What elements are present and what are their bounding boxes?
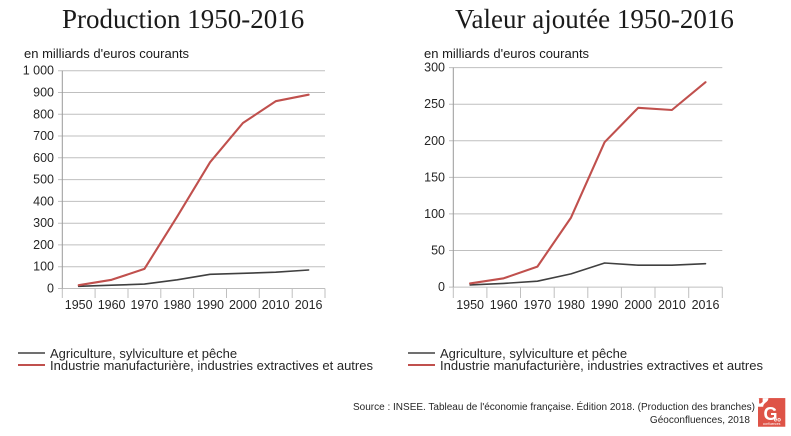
svg-text:900: 900	[33, 86, 54, 100]
svg-text:2016: 2016	[295, 298, 323, 312]
svg-text:150: 150	[424, 170, 445, 184]
svg-text:2010: 2010	[262, 298, 290, 312]
svg-text:1960: 1960	[490, 298, 518, 312]
svg-text:100: 100	[33, 260, 54, 274]
svg-text:800: 800	[33, 107, 54, 121]
svg-text:0: 0	[47, 282, 54, 296]
svg-text:300: 300	[424, 61, 445, 75]
svg-text:250: 250	[424, 97, 445, 111]
svg-text:500: 500	[33, 173, 54, 187]
svg-text:1980: 1980	[163, 298, 191, 312]
svg-text:1990: 1990	[196, 298, 224, 312]
svg-text:2000: 2000	[624, 298, 652, 312]
svg-text:400: 400	[33, 194, 54, 208]
svg-text:200: 200	[33, 238, 54, 252]
svg-text:0: 0	[438, 280, 445, 294]
svg-text:1960: 1960	[98, 298, 126, 312]
svg-text:600: 600	[33, 151, 54, 165]
svg-text:1970: 1970	[130, 298, 158, 312]
svg-text:100: 100	[424, 207, 445, 221]
svg-text:1990: 1990	[591, 298, 619, 312]
svg-text:2016: 2016	[692, 298, 720, 312]
svg-text:200: 200	[424, 134, 445, 148]
svg-text:confluences: confluences	[763, 422, 781, 426]
svg-text:1950: 1950	[456, 298, 484, 312]
svg-text:1970: 1970	[523, 298, 551, 312]
svg-text:700: 700	[33, 129, 54, 143]
svg-text:1980: 1980	[557, 298, 585, 312]
svg-text:50: 50	[431, 244, 445, 258]
svg-text:1950: 1950	[65, 298, 93, 312]
svg-text:1 000: 1 000	[23, 64, 54, 78]
svg-text:2000: 2000	[229, 298, 257, 312]
svg-text:300: 300	[33, 216, 54, 230]
svg-text:2010: 2010	[658, 298, 686, 312]
